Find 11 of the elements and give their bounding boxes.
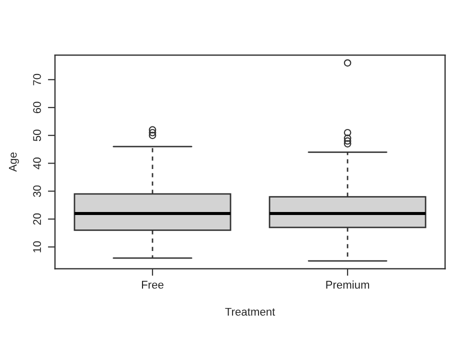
y-tick-label: 20 [33, 213, 41, 225]
y-tick-label: 40 [33, 158, 41, 170]
y-tick-label: 10 [33, 241, 41, 252]
x-axis-title: Treatment [225, 308, 276, 316]
x-tick-label: Premium [326, 280, 370, 289]
y-tick-label: 70 [33, 74, 41, 86]
y-tick-label: 60 [33, 102, 41, 114]
y-axis-title: Age [8, 152, 19, 172]
y-tick-label: 50 [33, 130, 41, 142]
x-tick-label: Free [142, 280, 164, 289]
y-tick-label: 30 [33, 185, 41, 197]
